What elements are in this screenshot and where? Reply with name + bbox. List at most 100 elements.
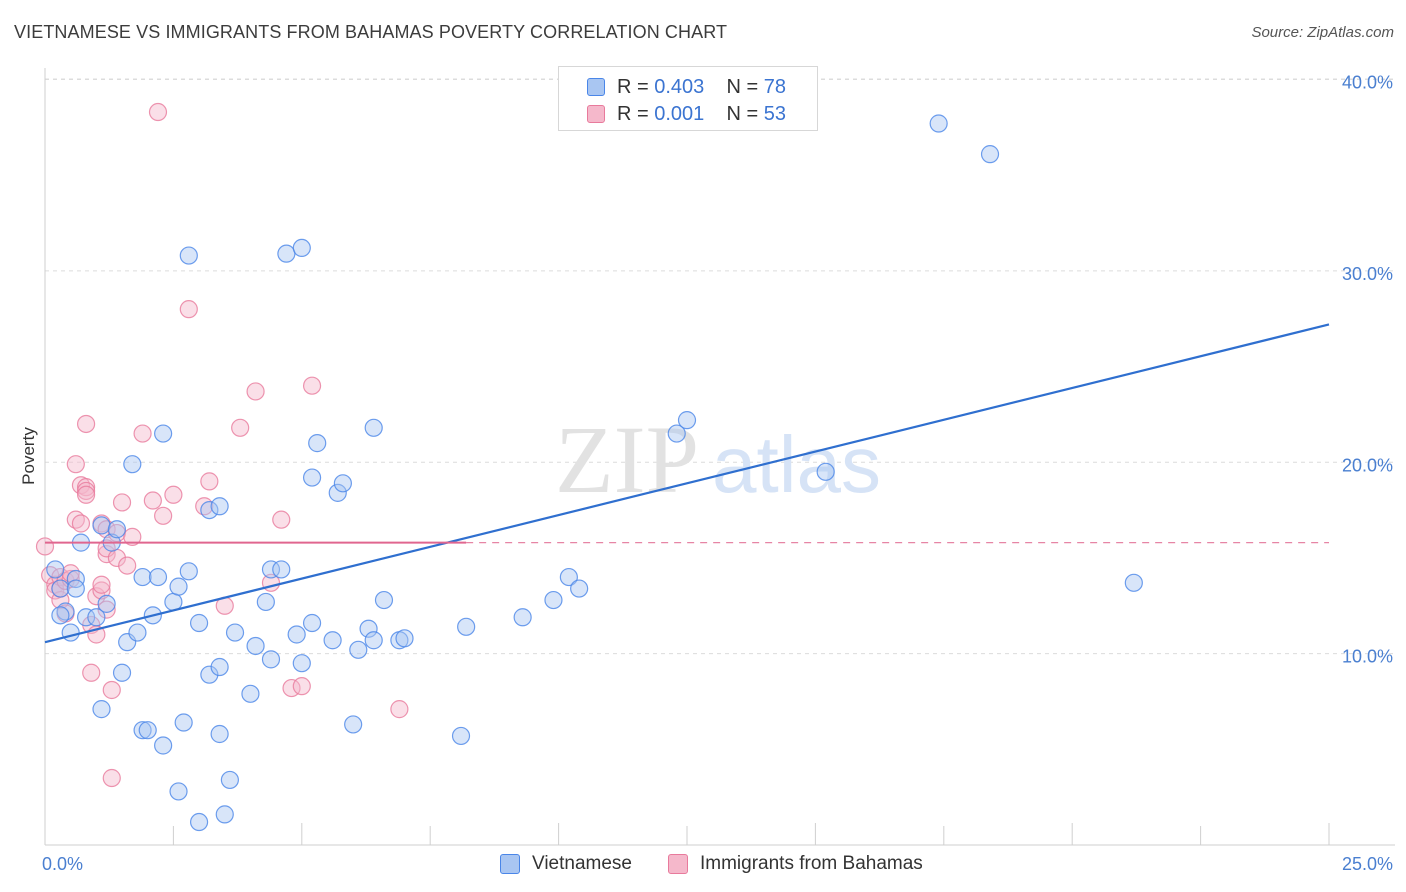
data-point	[457, 617, 476, 636]
vietnamese-trend-line	[44, 323, 1330, 644]
data-point	[929, 114, 948, 133]
data-point	[359, 619, 378, 638]
data-point	[154, 506, 173, 525]
data-point	[112, 493, 132, 512]
legend-r-value: 0.001	[654, 102, 705, 125]
data-point	[112, 663, 132, 682]
vietnamese-points	[46, 114, 1143, 832]
y-tick-label: 20.0%	[1342, 455, 1393, 475]
data-point	[71, 514, 91, 533]
pink-swatch-icon	[668, 854, 688, 874]
x-tick-label: 25.0%	[1342, 854, 1393, 874]
series-legend-label: Immigrants from Bahamas	[700, 853, 923, 874]
data-point	[143, 491, 162, 510]
data-point	[51, 579, 70, 598]
data-point	[980, 145, 1000, 164]
data-point	[559, 567, 578, 587]
data-point	[66, 569, 85, 589]
correlation-legend: R = 0.403 N = 78 R = 0.001 N = 53	[558, 66, 818, 131]
data-point	[344, 715, 363, 734]
series-legend-vietnamese: Vietnamese	[500, 852, 632, 876]
watermark-atlas: atlas	[712, 420, 881, 509]
data-point	[364, 631, 383, 650]
data-point	[92, 516, 111, 535]
data-point	[231, 418, 250, 437]
data-point	[210, 497, 229, 516]
data-point	[76, 485, 96, 504]
data-point	[210, 724, 229, 744]
data-point	[215, 805, 234, 824]
legend-row-vietnamese: R = 0.403 N = 78	[587, 75, 786, 99]
data-point	[133, 721, 152, 740]
data-point	[395, 629, 414, 648]
y-tick-label: 10.0%	[1342, 647, 1393, 667]
data-point	[333, 474, 352, 493]
data-point	[287, 625, 306, 644]
data-point	[123, 455, 142, 474]
data-point	[148, 567, 168, 587]
legend-row-bahamas: R = 0.001 N = 53	[587, 102, 786, 126]
data-point	[570, 579, 589, 598]
bahamas-points	[35, 102, 409, 788]
data-point	[76, 481, 96, 501]
data-point	[272, 510, 291, 529]
data-point	[677, 411, 697, 430]
data-point	[66, 455, 85, 474]
data-point	[76, 478, 96, 497]
data-point	[1124, 573, 1143, 592]
data-point	[169, 782, 188, 801]
data-point	[179, 246, 198, 265]
data-point	[513, 608, 532, 627]
trend-lines	[44, 323, 1330, 644]
data-point	[133, 567, 152, 587]
data-point	[261, 560, 281, 579]
data-point	[92, 575, 111, 594]
data-point	[246, 382, 265, 401]
data-point	[133, 424, 152, 443]
pink-swatch-icon	[587, 105, 605, 123]
legend-r-label: R =	[617, 75, 649, 98]
data-point	[107, 523, 127, 543]
data-point	[256, 592, 275, 612]
data-point	[308, 434, 327, 453]
watermark-zip: ZIP	[555, 406, 699, 513]
legend-n-value: 78	[763, 75, 787, 98]
data-point	[138, 721, 157, 740]
data-point	[97, 600, 116, 619]
y-axis-label: Poverty	[19, 427, 38, 485]
data-point	[92, 700, 111, 719]
data-point	[189, 613, 209, 633]
chart-title: VIETNAMESE VS IMMIGRANTS FROM BAHAMAS PO…	[14, 22, 728, 42]
data-point	[292, 654, 311, 673]
legend-r-value: 0.403	[654, 75, 705, 98]
data-point	[241, 684, 260, 703]
data-point	[92, 581, 111, 600]
legend-n-label: N =	[726, 102, 759, 125]
data-point	[102, 768, 121, 788]
series-legend-bahamas: Immigrants from Bahamas	[668, 852, 923, 876]
data-point	[200, 500, 219, 520]
series-legend-label: Vietnamese	[532, 853, 632, 874]
legend-n-value: 53	[763, 102, 787, 125]
axes	[44, 68, 1395, 846]
data-point	[390, 700, 409, 719]
source-label: Source: ZipAtlas.com	[1251, 24, 1394, 41]
data-point	[200, 665, 219, 684]
data-point	[82, 663, 101, 682]
blue-swatch-icon	[500, 854, 520, 874]
data-point	[302, 376, 322, 395]
gridlines	[45, 78, 1395, 655]
data-point	[128, 623, 147, 642]
data-point	[210, 657, 229, 677]
data-point	[87, 587, 106, 606]
tick-labels: 10.0% 20.0% 30.0% 40.0% 0.0% 25.0%	[42, 73, 1393, 875]
data-point	[102, 680, 121, 700]
data-point	[123, 527, 142, 546]
data-point	[87, 608, 106, 627]
data-point	[189, 812, 209, 832]
data-point	[323, 631, 342, 650]
watermark: ZIP atlas	[555, 406, 881, 513]
data-point	[349, 640, 368, 659]
data-point	[66, 579, 85, 598]
